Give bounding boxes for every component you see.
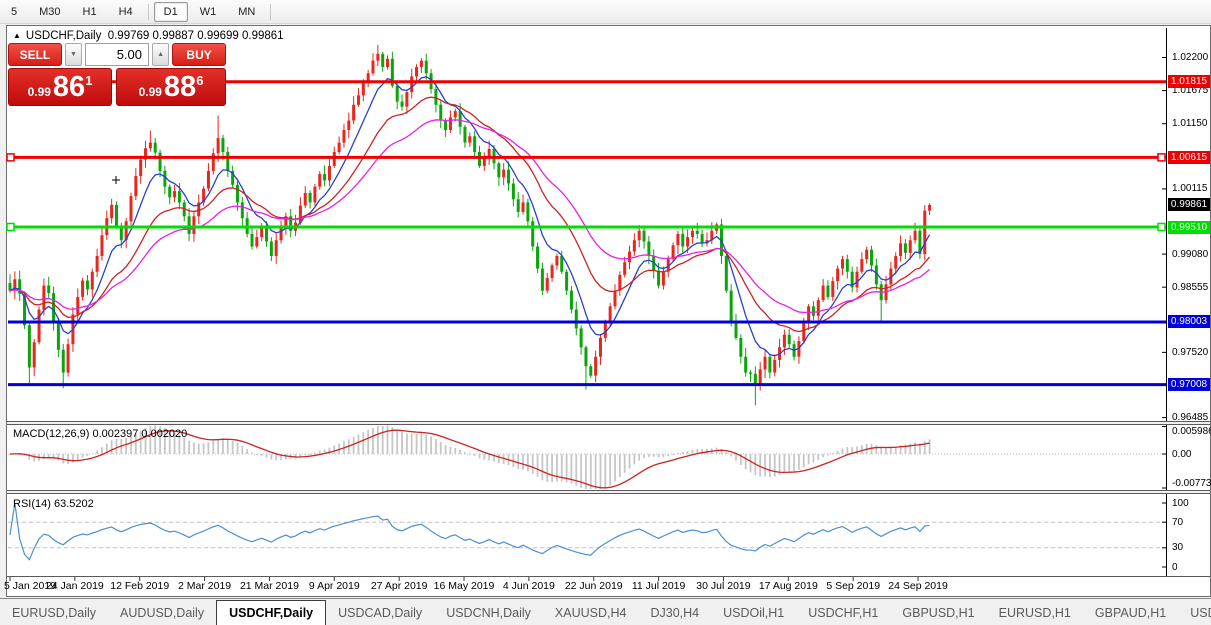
one-click-trade-panel: SELL ▼ ▲ BUY 0.99 86 1 0.99 88 6	[8, 43, 226, 106]
price-tick-label: 0.98555	[1172, 281, 1209, 293]
current-price-badge: 0.99861	[1168, 198, 1210, 212]
collapse-arrow-icon[interactable]: ▲	[13, 31, 21, 40]
tab-audusd-daily[interactable]: AUDUSD,Daily	[120, 606, 205, 620]
rsi-panel-area[interactable]	[8, 494, 1166, 576]
tab-usdcnh-daily[interactable]: USDCNH,Daily	[446, 606, 531, 620]
tab-usdchf-daily[interactable]: USDCHF,Daily	[216, 600, 327, 625]
tab-usdjp[interactable]: USDJP	[1190, 606, 1211, 620]
date-label: 5 Jan 2019	[4, 580, 56, 592]
timeframe-button-H4[interactable]: H4	[118, 5, 133, 18]
macd-tick-label: -0.007737	[1172, 477, 1211, 489]
price-tick-label: 1.01675	[1172, 85, 1209, 97]
rsi-tick-label: 70	[1172, 516, 1184, 528]
price-tick-label: 0.96485	[1172, 412, 1209, 424]
hline-price-badge: 0.97008	[1168, 378, 1210, 392]
date-label: 16 May 2019	[433, 580, 495, 592]
tab-eurusd-h1[interactable]: EURUSD,H1	[998, 606, 1071, 620]
date-label: 4 Jun 2019	[502, 580, 555, 592]
tab-gbpusd-h1[interactable]: GBPUSD,H1	[902, 606, 975, 620]
rsi-tick-label: 30	[1172, 542, 1184, 554]
tab-usdcad-daily[interactable]: USDCAD,Daily	[338, 606, 423, 620]
date-label: 9 Apr 2019	[308, 580, 360, 592]
macd-label: MACD(12,26,9) 0.002397 0.002020	[13, 428, 188, 440]
tab-gbpaud-h1[interactable]: GBPAUD,H1	[1094, 606, 1167, 620]
volume-decrease-button[interactable]: ▼	[64, 43, 82, 66]
hline-price-badge: 0.99510	[1168, 220, 1210, 234]
volume-increase-button[interactable]: ▲	[152, 43, 170, 66]
hline-price-badge: 1.00615	[1168, 150, 1210, 164]
date-label: 11 Jul 2019	[631, 580, 686, 592]
buy-price-big: 88	[163, 71, 197, 104]
hline-price-badge: 0.98003	[1168, 315, 1210, 329]
timeframe-button-H1[interactable]: H1	[82, 5, 97, 18]
panel-splitter[interactable]	[7, 421, 1210, 425]
date-axis-border	[7, 576, 1210, 577]
panel-splitter[interactable]	[7, 490, 1210, 494]
sell-price-sup: 1	[85, 73, 93, 88]
date-label: 17 Aug 2019	[758, 580, 818, 592]
buy-button[interactable]: BUY	[172, 43, 226, 66]
date-label: 12 Feb 2019	[110, 580, 170, 592]
chart-symbol-label: USDCHF,Daily	[25, 30, 102, 42]
sell-button[interactable]: SELL	[8, 43, 62, 66]
arrow-down-icon: ▼	[69, 51, 77, 58]
hline-price-badge: 1.01815	[1168, 75, 1210, 89]
macd-tick-label: 0.005986	[1172, 425, 1211, 437]
tab-usdchf-h1[interactable]: USDCHF,H1	[808, 606, 879, 620]
macd-tick-label: 0.00	[1172, 448, 1192, 460]
tab-dj30-h4[interactable]: DJ30,H4	[650, 606, 700, 620]
rsi-tick-label: 100	[1172, 497, 1189, 509]
timeframe-button-M30[interactable]: M30	[39, 5, 61, 18]
price-tick-label: 0.99080	[1172, 248, 1209, 260]
chart-title: ▲ USDCHF,Daily 0.99769 0.99887 0.99699 0.…	[13, 30, 284, 42]
price-tick-label: 1.00115	[1172, 183, 1208, 195]
buy-price-small: 0.99	[138, 85, 162, 99]
rsi-tick-label: 0	[1172, 561, 1178, 573]
chart-tab-bar: EURUSD,Daily AUDUSD,Daily USDCHF,Daily USDC…	[0, 598, 1211, 625]
price-tick-label: 1.01150	[1172, 118, 1208, 130]
tab-usdoil-h1[interactable]: USDOil,H1	[723, 606, 785, 620]
timeframe-button-MN[interactable]: MN	[238, 5, 256, 18]
date-label: 30 Jul 2019	[696, 580, 751, 592]
date-label: 22 Jun 2019	[564, 580, 623, 592]
timeframe-button-D1[interactable]: D1	[153, 1, 188, 22]
chart-ohlc-values: 0.99769 0.99887 0.99699 0.99861	[107, 30, 284, 42]
rsi-label: RSI(14) 63.5202	[13, 498, 94, 510]
price-tick-label: 1.02200	[1172, 52, 1209, 64]
timeframe-button-W1[interactable]: W1	[199, 5, 217, 18]
buy-price-box[interactable]: 0.99 88 6	[116, 68, 226, 106]
buy-price-sup: 6	[196, 73, 204, 88]
toolbar-separator	[270, 3, 272, 20]
timeframe-button-5[interactable]: 5	[11, 5, 18, 18]
tab-xauusd-h4[interactable]: XAUUSD,H4	[554, 606, 627, 620]
toolbar-separator	[147, 3, 149, 20]
date-label: 5 Sep 2019	[826, 580, 881, 592]
sell-price-big: 86	[52, 71, 86, 104]
tab-eurusd-daily[interactable]: EURUSD,Daily	[12, 606, 97, 620]
date-label: 24 Sep 2019	[888, 580, 948, 592]
price-tick-label: 0.97520	[1172, 346, 1209, 358]
date-axis[interactable]: 5 Jan 2019 24 Jan 2019 12 Feb 2019 2 Mar 20…	[4, 578, 1166, 596]
date-label: 24 Jan 2019	[45, 580, 104, 592]
date-label: 21 Mar 2019	[239, 580, 299, 592]
timeframe-toolbar: 5 M30 H1 H4 D1 W1 MN	[0, 0, 1211, 24]
date-label: 27 Apr 2019	[370, 580, 428, 592]
arrow-up-icon: ▲	[157, 51, 165, 58]
date-label: 2 Mar 2019	[178, 580, 232, 592]
sell-price-box[interactable]: 0.99 86 1	[8, 68, 112, 106]
price-axis[interactable]: 1.02200 1.01675 1.01150 1.00115 0.99080 0.985…	[1167, 28, 1211, 576]
sell-price-small: 0.99	[27, 85, 51, 99]
volume-input[interactable]	[85, 43, 149, 66]
